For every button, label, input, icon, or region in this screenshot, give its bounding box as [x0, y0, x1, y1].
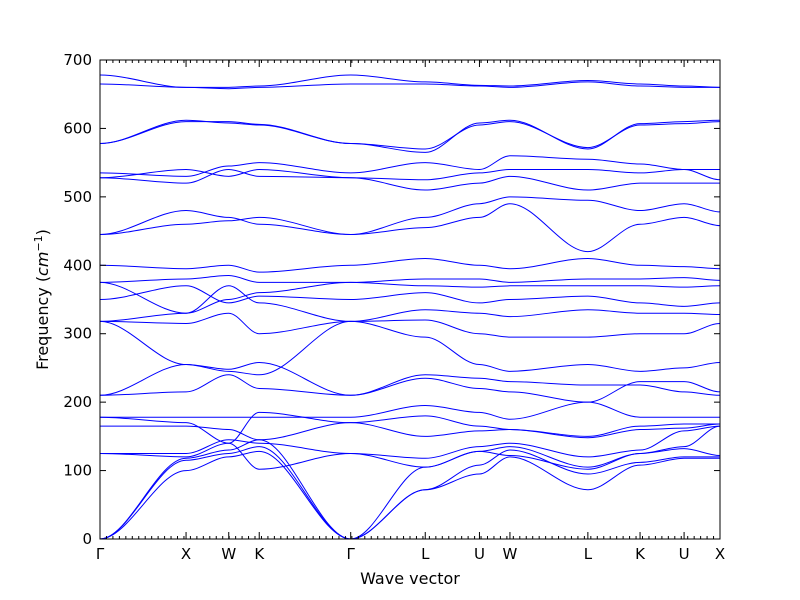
y-axis-label-text: Frequency (: [33, 276, 52, 370]
x-tick-label: Γ: [96, 545, 105, 563]
x-tick-label: L: [584, 545, 593, 563]
y-tick-label: 100: [63, 462, 92, 480]
dispersion-branch-18: [99, 203, 721, 253]
x-tick-label: K: [254, 545, 265, 563]
x-tick-label: X: [715, 545, 725, 563]
y-axis-label-exponent: −1: [32, 235, 45, 251]
dispersion-branch-17: [99, 257, 721, 273]
x-tick-label: L: [421, 545, 430, 563]
dispersion-branch-19: [99, 196, 721, 235]
dispersion-branch-21: [99, 168, 721, 181]
plot-lines: [99, 74, 721, 540]
dispersion-branch-8: [100, 401, 720, 420]
dispersion-branch-26: [99, 74, 721, 88]
x-tick-label: W: [221, 545, 236, 563]
dispersion-branch-14: [99, 285, 721, 307]
dispersion-branch-12: [99, 312, 721, 338]
y-tick-label: 300: [63, 325, 92, 343]
y-axis-label-close: ): [33, 229, 52, 235]
dispersion-branch-3: [99, 439, 721, 540]
y-axis-label-unit: cm: [33, 252, 52, 276]
dispersion-branch-15: [99, 281, 721, 314]
dispersion-branch-24: [99, 119, 721, 153]
y-tick-label: 200: [63, 393, 92, 411]
y-axis-label: Frequency (cm−1): [32, 229, 52, 370]
dispersion-branch-4: [99, 425, 721, 470]
dispersion-branch-16: [99, 275, 721, 283]
x-tick-label: Γ: [347, 545, 356, 563]
y-tick-label: 400: [63, 256, 92, 274]
dispersion-branch-10: [99, 361, 721, 396]
x-tick-label: W: [503, 545, 518, 563]
x-tick-label: X: [181, 545, 191, 563]
dispersion-branch-23: [99, 121, 721, 150]
y-tick-label: 600: [63, 119, 92, 137]
dispersion-branch-25: [99, 81, 720, 90]
dispersion-branch-11: [99, 320, 721, 376]
dispersion-branch-13: [99, 285, 721, 322]
dispersion-branch-9: [99, 374, 721, 403]
y-tick-label: 500: [63, 188, 92, 206]
x-axis-label: Wave vector: [360, 569, 460, 588]
dispersion-branch-2: [99, 446, 720, 540]
dispersion-branch-6: [100, 422, 721, 441]
x-tick-label: U: [679, 545, 690, 563]
dispersion-branch-20: [99, 168, 720, 191]
dispersion-branch-7: [99, 411, 720, 444]
y-tick-label: 0: [82, 530, 92, 548]
x-tick-label: K: [635, 545, 646, 563]
dispersion-branch-22: [99, 155, 720, 177]
y-tick-label: 700: [63, 51, 92, 69]
x-tick-label: U: [474, 545, 485, 563]
plot-frame: [99, 59, 721, 540]
